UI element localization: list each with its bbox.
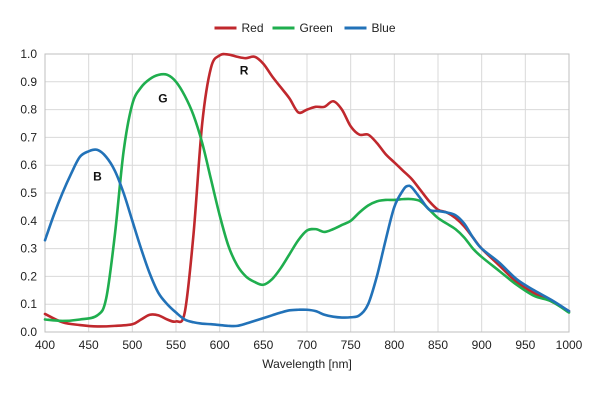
legend-label-green: Green	[300, 21, 333, 35]
annotation-r: R	[240, 64, 249, 78]
x-tick-label: 500	[122, 338, 142, 352]
x-tick-label: 650	[253, 338, 273, 352]
y-tick-label: 0.1	[20, 297, 37, 311]
annotation-b: B	[93, 169, 102, 183]
x-tick-label: 750	[341, 338, 361, 352]
x-tick-label: 1000	[556, 338, 583, 352]
series-lines	[43, 52, 571, 328]
x-tick-label: 600	[210, 338, 230, 352]
x-tick-label: 850	[428, 338, 448, 352]
x-tick-label: 400	[35, 338, 55, 352]
legend-label-red: Red	[242, 21, 264, 35]
y-tick-label: 0.8	[20, 103, 37, 117]
legend: Red Green Blue	[214, 21, 396, 35]
legend-label-blue: Blue	[372, 21, 396, 35]
y-tick-label: 0.3	[20, 242, 37, 256]
series-line-green	[43, 72, 571, 323]
annotations: R G B	[93, 64, 249, 184]
x-tick-label: 800	[384, 338, 404, 352]
y-tick-label: 0.6	[20, 158, 37, 172]
y-tick-label: 0.2	[20, 269, 37, 283]
y-tick-label: 0.7	[20, 130, 37, 144]
x-tick-label: 550	[166, 338, 186, 352]
x-tick-label: 900	[472, 338, 492, 352]
y-tick-labels: 0.0 0.1 0.2 0.3 0.4 0.5 0.6 0.7 0.8 0.9 1.0	[20, 47, 37, 339]
y-tick-label: 0.0	[20, 325, 37, 339]
x-tick-label: 450	[79, 338, 99, 352]
x-tick-label: 950	[515, 338, 535, 352]
y-tick-label: 0.9	[20, 75, 37, 89]
plot-frame	[44, 53, 570, 333]
x-axis-title: Wavelength [nm]	[262, 357, 352, 371]
annotation-g: G	[158, 91, 167, 105]
y-tick-label: 1.0	[20, 47, 37, 61]
y-tick-label: 0.4	[20, 214, 37, 228]
series-line-blue	[43, 148, 571, 328]
series-line-red	[43, 52, 571, 328]
y-tick-label: 0.5	[20, 186, 37, 200]
x-tick-labels: 400 450 500 550 600 650 700 750 800 850 900 950 1000	[35, 338, 583, 352]
x-tick-label: 700	[297, 338, 317, 352]
